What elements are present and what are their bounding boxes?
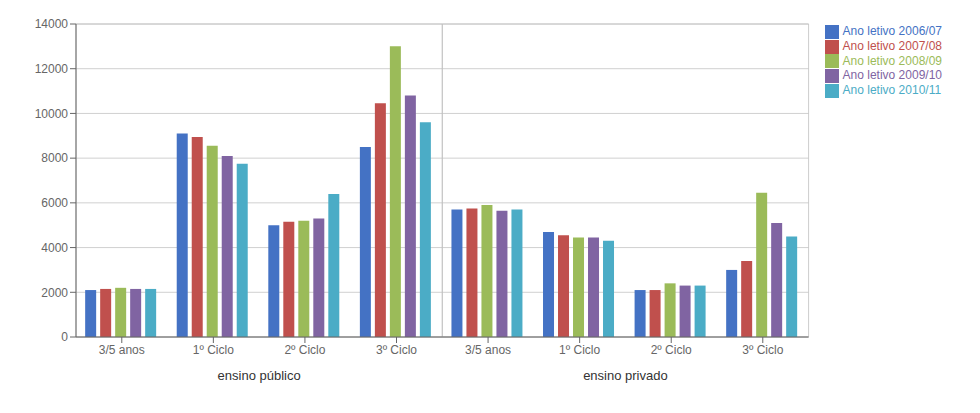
svg-text:1º Ciclo: 1º Ciclo	[193, 343, 234, 357]
svg-text:10000: 10000	[35, 107, 69, 121]
svg-text:8000: 8000	[41, 151, 68, 165]
svg-text:3º Ciclo: 3º Ciclo	[376, 343, 417, 357]
svg-text:2º Ciclo: 2º Ciclo	[284, 343, 325, 357]
svg-text:12000: 12000	[35, 62, 69, 76]
html-text:Ano letivo 2009/10: Ano letivo 2009/10	[842, 68, 942, 83]
svg-text:2º Ciclo: 2º Ciclo	[651, 343, 692, 357]
svg-text:1º Ciclo: 1º Ciclo	[559, 343, 600, 357]
svg-text:3/5 anos: 3/5 anos	[465, 343, 511, 357]
svg-text:ensino público: ensino público	[218, 368, 301, 383]
svg-text:0: 0	[61, 330, 68, 344]
svg-text:4000: 4000	[41, 241, 68, 255]
html-text:Ano letivo 2006/07: Ano letivo 2006/07	[842, 24, 942, 38]
html-text:Ano letivo 2008/09: Ano letivo 2008/09	[842, 53, 942, 68]
svg-text:2000: 2000	[41, 286, 68, 300]
svg-text:14000: 14000	[35, 17, 69, 31]
svg-text:ensino privado: ensino privado	[583, 368, 668, 383]
svg-text:3/5 anos: 3/5 anos	[99, 343, 145, 357]
svg-text:3º Ciclo: 3º Ciclo	[742, 343, 783, 357]
html-text:Ano letivo 2010/11: Ano letivo 2010/11	[842, 83, 942, 98]
html-text:Ano letivo 2007/08: Ano letivo 2007/08	[842, 38, 942, 53]
svg-text:6000: 6000	[41, 196, 68, 210]
